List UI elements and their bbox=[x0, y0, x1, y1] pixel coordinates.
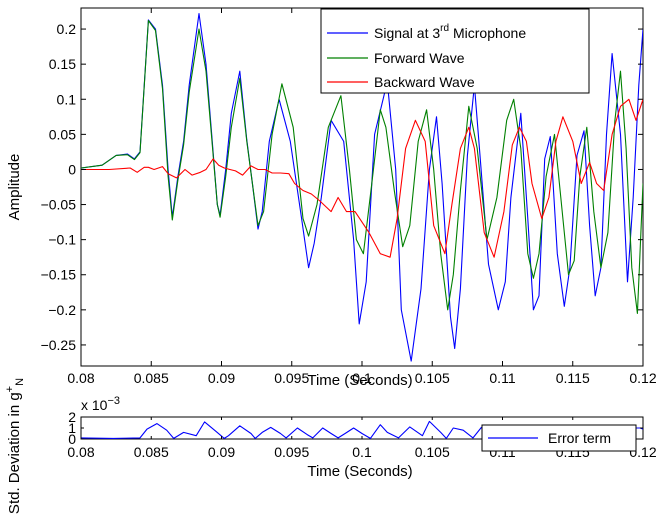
top-x-tick-label: 0.1 bbox=[352, 370, 372, 386]
top-x-axis-label: Time (Seconds) bbox=[307, 372, 412, 389]
top-series-line-0 bbox=[81, 13, 643, 362]
top-y-tick-label: −0.2 bbox=[48, 302, 76, 318]
top-y-tick-label: 0.05 bbox=[49, 126, 76, 142]
top-ticks-group: 0.08 0.085 0.09 0.095 0.1 0.105 0.11 0.115 0.12 0… bbox=[41, 8, 657, 386]
top-y-tick-label: 0.15 bbox=[49, 56, 76, 72]
top-y-tick-label: −0.25 bbox=[41, 337, 77, 353]
top-y-tick-label: −0.15 bbox=[41, 267, 77, 283]
bottom-x-tick-label: 0.09 bbox=[208, 444, 235, 460]
bottom-chart: x 10−3 0.08 0.085 0.09 0.095 0.1 0.105 0.11 0.1… bbox=[4, 378, 657, 514]
bottom-x-axis-label: Time (Seconds) bbox=[307, 463, 412, 480]
top-y-tick-label: −0.05 bbox=[41, 197, 77, 213]
top-y-tick-label: 0.1 bbox=[57, 91, 77, 107]
top-legend: Signal at 3rd Microphone Forward Wave Ba… bbox=[320, 8, 590, 94]
bottom-y-multiplier: x 10−3 bbox=[81, 395, 120, 413]
legend-label-backward: Backward Wave bbox=[374, 74, 475, 90]
bottom-y-axis-label: Std. Deviation in g+N bbox=[4, 378, 26, 514]
bottom-legend: Error term bbox=[481, 424, 637, 452]
bottom-x-tick-label: 0.085 bbox=[134, 444, 169, 460]
top-x-tick-label: 0.08 bbox=[67, 370, 94, 386]
top-series-line-1 bbox=[81, 20, 643, 314]
legend-label-error: Error term bbox=[548, 430, 611, 446]
bottom-y-tick-label: 0 bbox=[68, 431, 76, 447]
top-y-tick-label: 0 bbox=[68, 161, 76, 177]
bottom-x-tick-label: 0.08 bbox=[67, 444, 94, 460]
top-y-tick-label: −0.1 bbox=[48, 232, 76, 248]
top-legend-box bbox=[320, 8, 590, 94]
top-y-axis-label: Amplitude bbox=[6, 154, 23, 221]
top-x-tick-label: 0.11 bbox=[489, 370, 515, 386]
top-x-tick-label: 0.12 bbox=[629, 370, 656, 386]
legend-label-forward: Forward Wave bbox=[374, 50, 465, 66]
top-series-line-2 bbox=[81, 98, 643, 258]
bottom-x-tick-label: 0.105 bbox=[415, 444, 450, 460]
top-x-tick-label: 0.105 bbox=[415, 370, 450, 386]
top-series-group bbox=[81, 13, 643, 362]
legend-label-signal: Signal at 3rd Microphone bbox=[374, 23, 526, 41]
bottom-y-tick-label: 1 bbox=[68, 420, 76, 436]
bottom-y-tick-label: 2 bbox=[68, 409, 76, 425]
top-x-tick-label: 0.09 bbox=[208, 370, 235, 386]
bottom-x-tick-label: 0.1 bbox=[352, 444, 372, 460]
top-x-tick-label: 0.115 bbox=[556, 370, 590, 386]
top-x-tick-label: 0.085 bbox=[134, 370, 169, 386]
bottom-ticks-group: 0.08 0.085 0.09 0.095 0.1 0.105 0.11 0.115 0.120… bbox=[67, 409, 656, 460]
top-chart: 0.08 0.085 0.09 0.095 0.1 0.105 0.11 0.115 0.12 0… bbox=[6, 7, 657, 389]
top-x-tick-label: 0.095 bbox=[274, 370, 309, 386]
bottom-x-tick-label: 0.095 bbox=[274, 444, 309, 460]
top-y-tick-label: 0.2 bbox=[57, 21, 77, 37]
